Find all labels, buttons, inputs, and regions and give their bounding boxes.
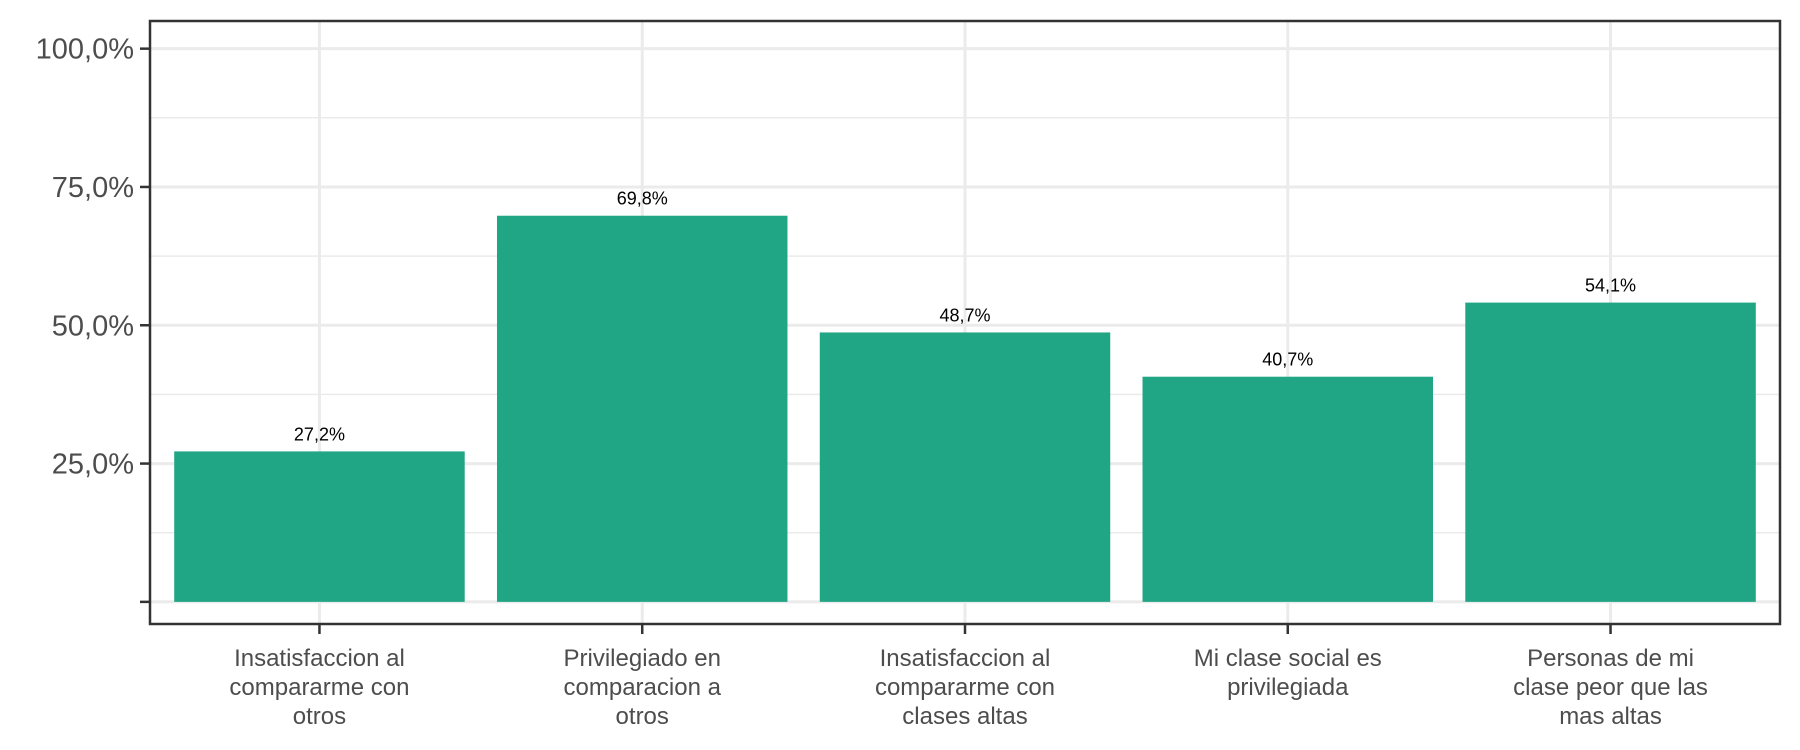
x-tick-label-line: clase peor que las: [1513, 674, 1708, 701]
x-tick-label-line: privilegiada: [1227, 674, 1349, 701]
x-tick-label: Mi clase social es privilegiada: [1194, 645, 1382, 701]
bar: [819, 332, 1111, 602]
bar: [496, 215, 788, 602]
y-tick-label: 50,0%: [52, 310, 134, 342]
x-tick-label: Insatisfaccion al compararme con clases al…: [875, 645, 1055, 730]
x-tick-label-line: Insatisfaccion al: [234, 645, 405, 672]
y-tick-label: 25,0%: [52, 449, 134, 481]
data-label: 27,2%: [294, 424, 345, 444]
x-tick-label-line: mas altas: [1559, 703, 1662, 730]
x-tick-label-line: Mi clase social es: [1194, 645, 1382, 672]
bar: [1142, 376, 1434, 602]
x-tick-label-line: compararme con: [875, 674, 1055, 701]
data-label: 48,7%: [939, 305, 990, 325]
data-label: 54,1%: [1585, 276, 1636, 296]
y-tick-label: 100,0%: [36, 34, 134, 66]
x-tick-label-line: compararme con: [229, 674, 409, 701]
y-tick-label: 75,0%: [52, 172, 134, 204]
x-tick-label-line: otros: [293, 703, 346, 730]
x-tick-label: Personas de mi clase peor que las mas alta…: [1513, 645, 1708, 730]
x-tick-label-line: Personas de mi: [1527, 645, 1694, 672]
bar: [174, 451, 465, 602]
data-label: 69,8%: [617, 189, 668, 209]
x-tick-label-line: Privilegiado en: [564, 645, 721, 672]
x-tick-label-line: clases altas: [902, 703, 1027, 730]
data-label: 40,7%: [1262, 350, 1313, 370]
x-tick-label-line: comparacion a: [564, 674, 722, 701]
x-tick-label: Privilegiado en comparacion a otros: [564, 645, 722, 730]
x-tick-label-line: Insatisfaccion al: [880, 645, 1051, 672]
x-tick-label-line: otros: [616, 703, 669, 730]
x-tick-label: Insatisfaccion al compararme con otros: [229, 645, 409, 730]
bar: [1465, 302, 1756, 602]
